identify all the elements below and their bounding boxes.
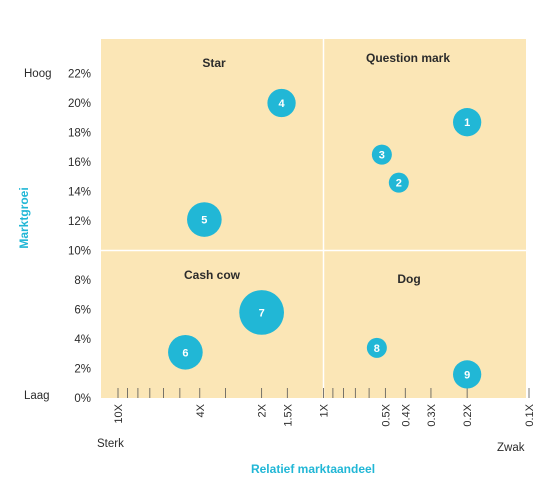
y-axis-low-label: Laag [24,390,50,402]
x-tick-label: 0.5X [380,403,392,426]
x-tick-label: 0.1X [524,403,536,426]
bubble [267,88,296,118]
y-tick-labels: 0% 2% 4% 6% 8% 10% 12% 14% 16% 18% 20% 22% [68,69,91,406]
x-tick-label: 1.5X [282,403,294,426]
x-axis-strong-label: Sterk [97,438,124,450]
y-tick-label: 14% [68,187,91,199]
x-tick-label: 0.2X [462,403,474,426]
x-tick-label: 10X [113,403,125,423]
bubble-label: 1 [464,117,470,129]
y-tick-label: 8% [74,275,91,287]
y-tick-label: 4% [74,334,91,346]
y-tick-label: 10% [68,246,91,258]
bubble-label: 8 [374,343,380,355]
bubble-label: 7 [259,307,265,319]
y-tick-label: 0% [74,393,91,405]
bubble-label: 3 [379,150,385,162]
y-tick-label: 2% [74,364,91,376]
quadrant-label-star: Star [202,56,226,70]
bubble-label: 5 [201,215,207,227]
y-axis-title: Marktgroei [17,187,31,248]
x-tick-label: 0.4X [400,403,412,426]
bubble [452,108,482,137]
bubble-label: 4 [278,98,285,110]
y-tick-label: 6% [74,305,91,317]
x-tick-label: 1X [319,403,331,417]
x-axis-title: Relatief marktaandeel [251,462,375,476]
bubble-label: 2 [396,178,402,190]
x-axis-ticks: 10X 4X 2X 1.5X 1X 0.5X 0.4X 0.3X 0.2X 0.1X [113,388,536,427]
y-tick-label: 18% [68,128,91,140]
bubble [168,334,203,370]
x-tick-label: 4X [195,403,207,417]
y-axis-high-label: Hoog [24,68,52,80]
data-bubbles: 1 2 3 4 5 6 7 8 9 [168,88,482,389]
y-tick-label: 20% [68,98,91,110]
bubble [388,172,409,193]
bubble [452,360,482,389]
bubble-label: 9 [464,369,470,381]
x-tick-label: 2X [257,403,269,417]
bubble-label: 6 [182,347,188,359]
y-tick-label: 22% [68,69,91,81]
bubble [366,337,387,358]
bubble [187,202,222,237]
y-tick-label: 12% [68,216,91,228]
chart-plot-area [101,39,526,398]
bubble [239,290,284,335]
x-axis-weak-label: Zwak [497,442,525,454]
x-tick-label: 0.3X [426,403,438,426]
quadrant-label-cash-cow: Cash cow [184,268,241,282]
quadrant-label-question-mark: Question mark [366,51,450,65]
bubble [371,144,392,165]
quadrant-label-dog: Dog [397,272,420,286]
y-tick-label: 16% [68,157,91,169]
